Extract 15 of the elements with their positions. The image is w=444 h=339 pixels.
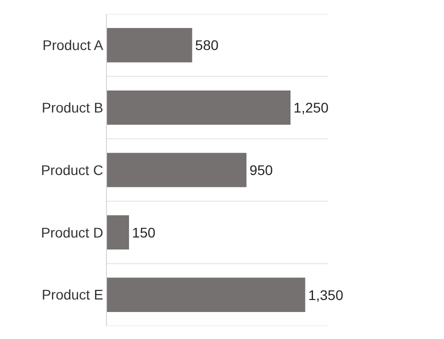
data-label: 1,250 xyxy=(294,100,329,116)
bar xyxy=(107,90,291,125)
y-tick-label: Product A xyxy=(42,37,104,54)
y-tick-label: Product E xyxy=(42,286,104,303)
bar xyxy=(107,28,192,62)
data-label: 150 xyxy=(132,224,156,240)
data-label: 1,350 xyxy=(308,286,344,303)
bar xyxy=(107,278,306,312)
y-tick-label: Product B xyxy=(42,100,104,116)
bar xyxy=(107,152,246,188)
data-label: 950 xyxy=(249,162,274,178)
bar xyxy=(107,215,130,250)
y-tick-label: Product C xyxy=(40,162,104,178)
data-label: 580 xyxy=(195,37,219,54)
y-tick-label: Product D xyxy=(40,224,104,240)
